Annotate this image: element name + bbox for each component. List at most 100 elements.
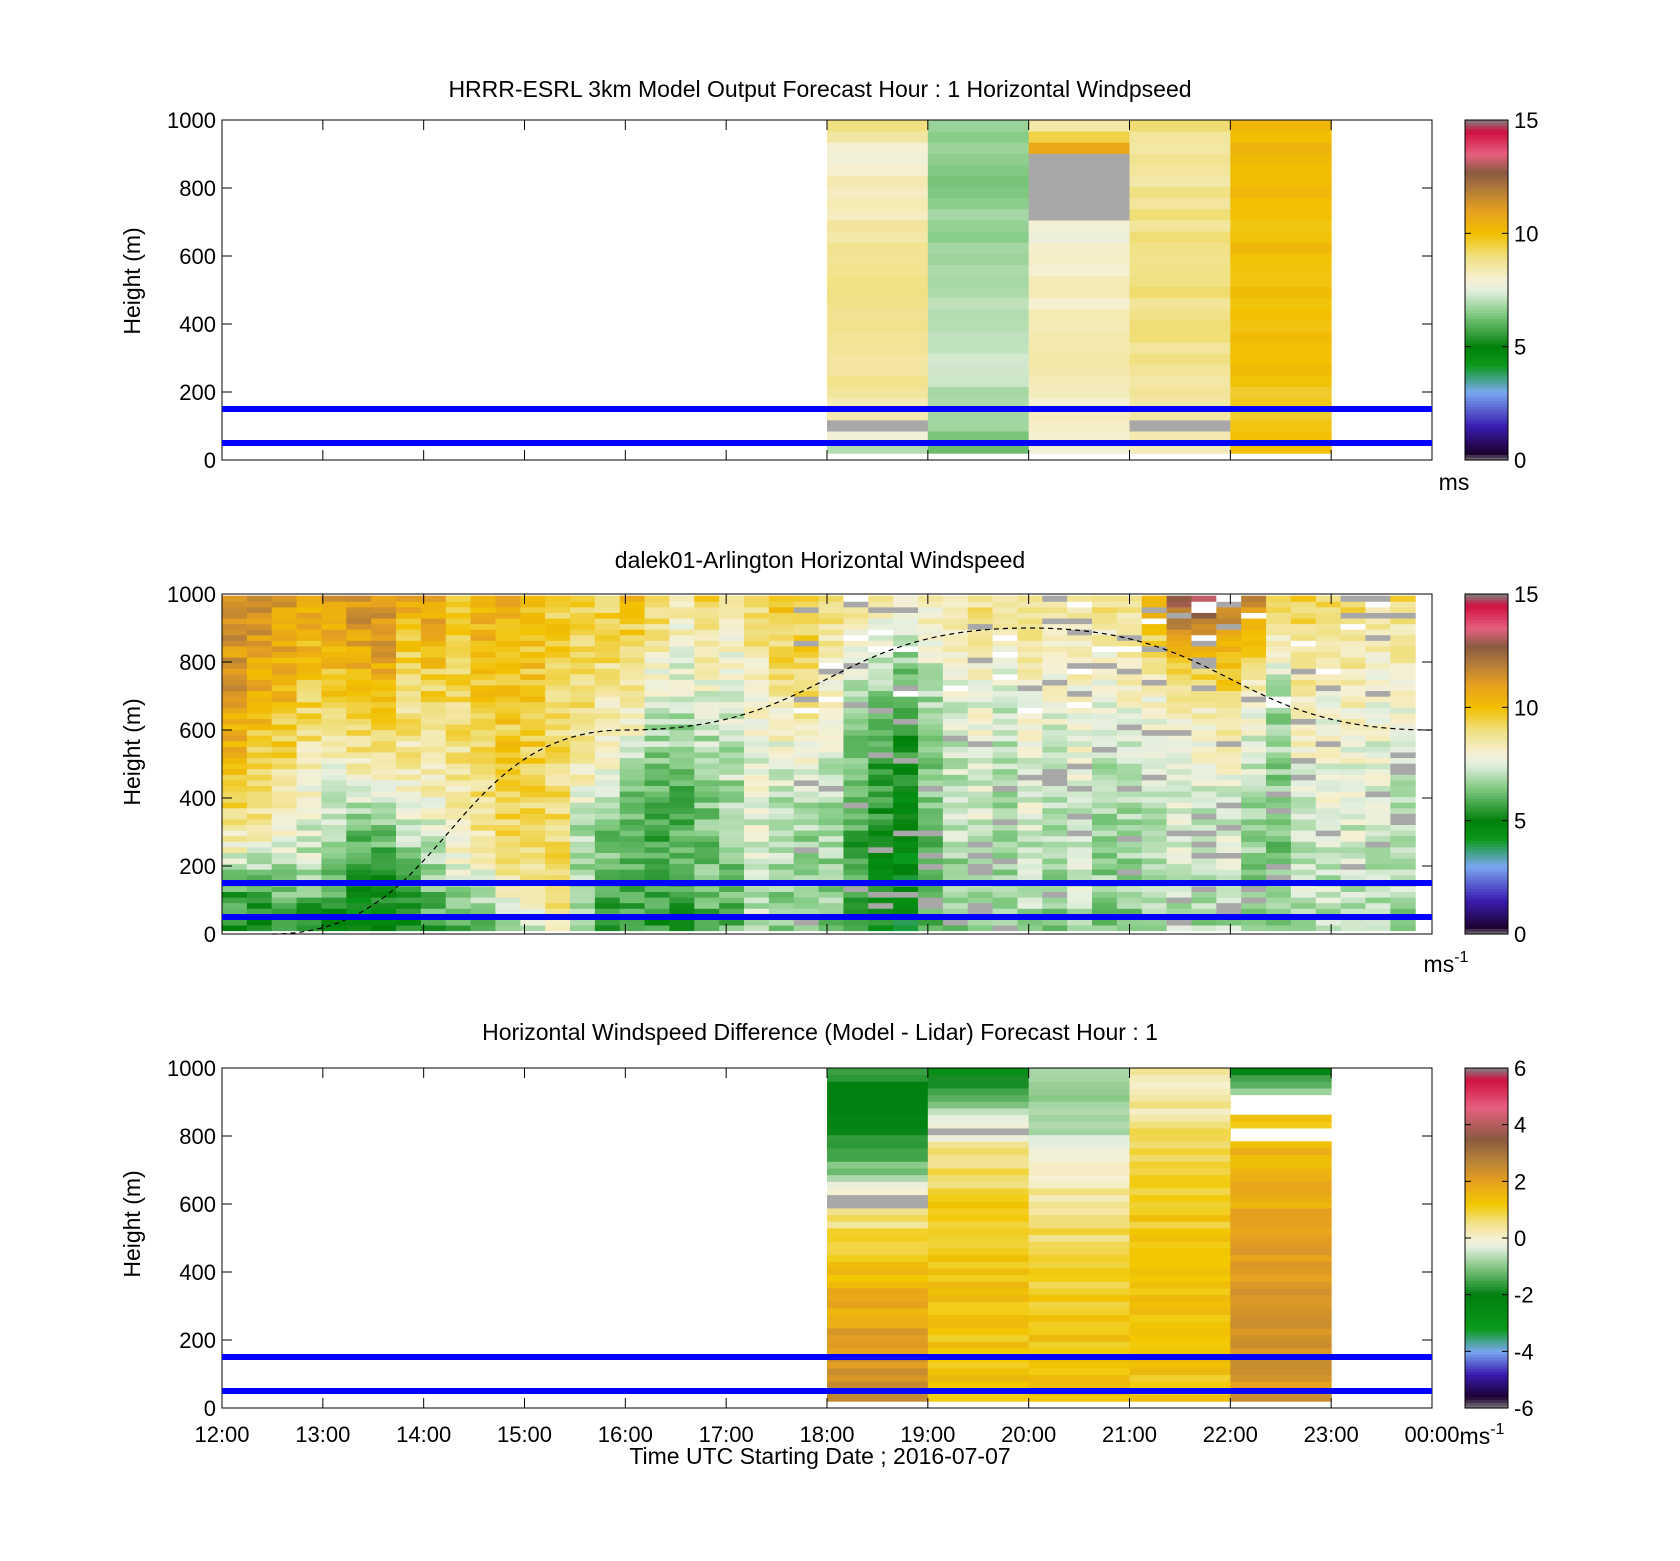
heatmap-cell bbox=[669, 657, 695, 664]
colorbar-segment bbox=[1465, 341, 1508, 345]
heatmap-cell bbox=[719, 618, 745, 625]
heatmap-cell bbox=[346, 751, 372, 759]
heatmap-cell bbox=[843, 824, 869, 831]
heatmap-cell bbox=[768, 751, 795, 759]
heatmap-cell bbox=[495, 919, 521, 926]
heatmap-cell bbox=[420, 874, 447, 881]
heatmap-cell bbox=[719, 768, 745, 775]
heatmap-cell bbox=[843, 763, 869, 770]
heatmap-cell bbox=[545, 707, 571, 714]
heatmap-cell bbox=[818, 791, 844, 798]
heatmap-cell bbox=[1365, 645, 1391, 653]
heatmap-cell bbox=[1116, 835, 1143, 842]
heatmap-cell bbox=[1191, 858, 1217, 865]
heatmap-cell bbox=[271, 824, 298, 831]
heatmap-cell bbox=[1216, 718, 1242, 725]
heatmap-cell bbox=[818, 651, 844, 658]
heatmap-cell bbox=[694, 595, 720, 602]
heatmap-cell bbox=[619, 618, 646, 625]
heatmap-cell bbox=[619, 718, 646, 725]
heatmap-cell bbox=[246, 595, 273, 602]
heatmap-cell bbox=[296, 802, 322, 809]
heatmap-cell bbox=[694, 785, 720, 792]
heatmap-cell bbox=[445, 673, 472, 680]
heatmap-cell bbox=[271, 685, 298, 692]
heatmap-cell bbox=[827, 1374, 929, 1382]
heatmap-cell bbox=[1129, 1274, 1231, 1282]
heatmap-cell bbox=[545, 634, 571, 641]
heatmap-cell bbox=[222, 802, 248, 809]
heatmap-cell bbox=[1129, 1181, 1231, 1189]
heatmap-cell bbox=[1230, 1361, 1332, 1369]
shared-x-axis: 12:00 13:00 14:00 15:00 16:00 17:00 18:00 19:00… bbox=[194, 1422, 1459, 1447]
heatmap-cell bbox=[619, 818, 646, 826]
heatmap-cell bbox=[619, 634, 646, 641]
heatmap-cell bbox=[827, 353, 929, 365]
heatmap-cell bbox=[1129, 331, 1231, 343]
heatmap-cell bbox=[918, 618, 944, 625]
heatmap-cell bbox=[1290, 712, 1317, 719]
colorbar-segment bbox=[1465, 414, 1508, 419]
heatmap-cell bbox=[1230, 1281, 1332, 1289]
heatmap-cell bbox=[1216, 751, 1242, 759]
heatmap-cell bbox=[396, 735, 422, 742]
heatmap-cell bbox=[719, 629, 745, 636]
heatmap-cell bbox=[1042, 735, 1068, 742]
heatmap-cell bbox=[967, 606, 994, 613]
heatmap-cell bbox=[942, 729, 969, 736]
heatmap-cell bbox=[619, 791, 646, 798]
heatmap-cell bbox=[719, 645, 745, 653]
heatmap-cell bbox=[843, 735, 869, 742]
heatmap-cell bbox=[246, 707, 273, 714]
heatmap-cell bbox=[346, 606, 372, 613]
heatmap-cell bbox=[927, 208, 1030, 221]
colorbar-segment bbox=[1465, 162, 1508, 166]
heatmap-cell bbox=[619, 779, 646, 786]
heatmap-cell bbox=[1266, 902, 1292, 909]
heatmap-cell bbox=[1129, 1361, 1231, 1369]
heatmap-cell bbox=[719, 885, 745, 893]
heatmap-cell bbox=[396, 802, 422, 809]
heatmap-cell bbox=[1241, 835, 1267, 842]
heatmap-cell bbox=[594, 645, 621, 653]
colorbar-segment bbox=[1465, 1269, 1508, 1273]
colorbar-segment bbox=[1465, 849, 1508, 853]
heatmap-cell bbox=[222, 796, 248, 803]
colorbar-segment bbox=[1465, 423, 1508, 427]
heatmap-cell bbox=[371, 612, 397, 619]
heatmap-cell bbox=[1067, 841, 1093, 848]
heatmap-cell bbox=[1067, 785, 1093, 792]
heatmap-cell bbox=[1340, 902, 1366, 909]
heatmap-cell bbox=[744, 796, 770, 803]
heatmap-cell bbox=[495, 802, 521, 809]
colorbar-segment bbox=[1465, 744, 1508, 748]
heatmap-cell bbox=[570, 796, 596, 803]
heatmap-cell bbox=[296, 852, 322, 859]
heatmap-cell bbox=[1141, 673, 1168, 680]
heatmap-cell bbox=[1166, 645, 1192, 653]
heatmap-cell bbox=[1116, 802, 1143, 809]
heatmap-cell bbox=[1290, 885, 1317, 893]
heatmap-cell bbox=[967, 601, 994, 608]
heatmap-cell bbox=[1017, 830, 1043, 837]
colorbar-segment bbox=[1465, 843, 1508, 847]
heatmap-cell bbox=[967, 858, 994, 865]
heatmap-cell bbox=[992, 902, 1018, 909]
heatmap-cell bbox=[1129, 1121, 1231, 1129]
heatmap-cell bbox=[420, 785, 447, 792]
heatmap-cell bbox=[1067, 645, 1093, 653]
heatmap-cell bbox=[1315, 841, 1342, 848]
heatmap-cell bbox=[570, 601, 596, 608]
heatmap-cell bbox=[321, 874, 347, 881]
heatmap-cell bbox=[1315, 846, 1342, 853]
heatmap-cell bbox=[520, 685, 546, 692]
heatmap-cell bbox=[967, 813, 994, 820]
heatmap-cell bbox=[1340, 858, 1366, 865]
heatmap-cell bbox=[346, 690, 372, 697]
colorbar-segment bbox=[1465, 1396, 1508, 1401]
colorbar-segment bbox=[1465, 1240, 1508, 1245]
heatmap-cell bbox=[371, 841, 397, 848]
heatmap-cell bbox=[570, 835, 596, 842]
heatmap-cell bbox=[1191, 902, 1217, 909]
heatmap-cell bbox=[470, 925, 496, 932]
